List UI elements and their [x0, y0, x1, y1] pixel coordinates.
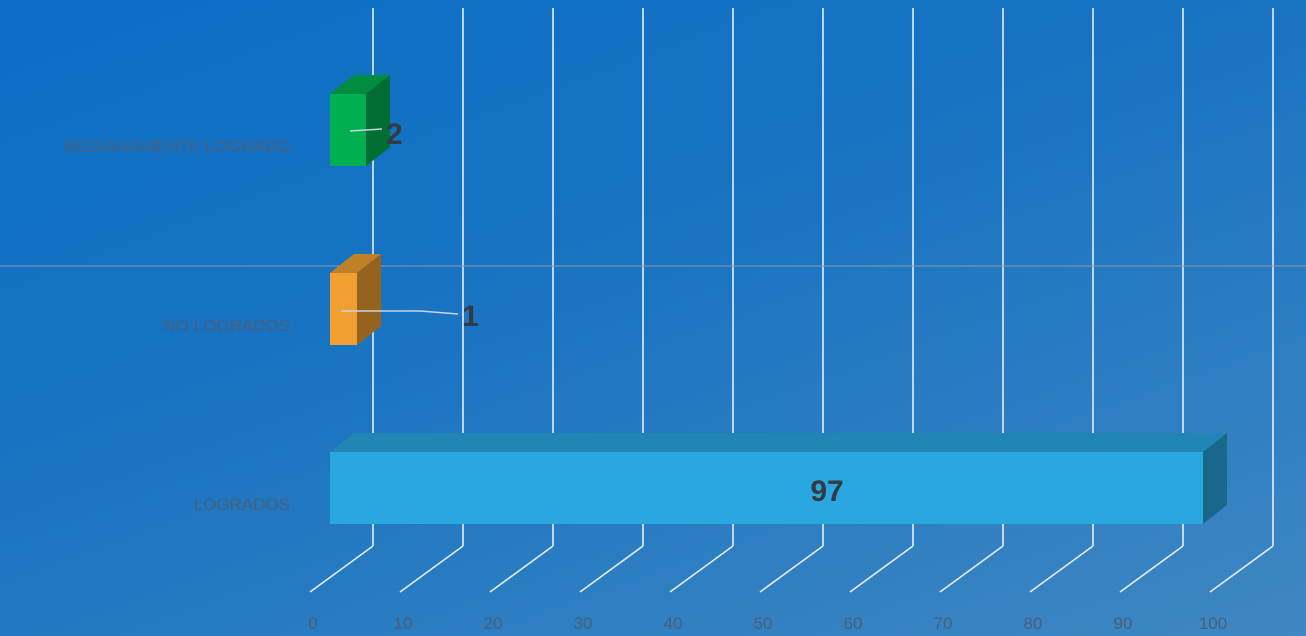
bar-top-face — [330, 75, 390, 94]
floor-gridline — [309, 545, 374, 593]
floor-gridline — [939, 545, 1004, 593]
x-tick-label: 20 — [484, 614, 503, 633]
floor-gridline — [759, 545, 824, 593]
bar — [330, 254, 381, 345]
bar-front-face — [330, 452, 1203, 524]
category-label: MEDIANAMENTE LOGRADO — [63, 137, 290, 156]
x-tick-label: 10 — [394, 614, 413, 633]
bars — [330, 75, 1227, 524]
x-tick-label: 70 — [934, 614, 953, 633]
data-label: 1 — [462, 300, 479, 333]
x-tick-label: 60 — [844, 614, 863, 633]
leader-line — [341, 310, 459, 315]
floor-gridline — [1029, 545, 1094, 593]
floor-gridline — [489, 545, 554, 593]
bar-top-face — [330, 254, 381, 273]
leader-line — [349, 128, 383, 132]
x-tick-label: 0 — [308, 614, 317, 633]
bar — [330, 75, 390, 166]
x-tick-label: 80 — [1024, 614, 1043, 633]
bar-side-face — [366, 75, 390, 166]
x-tick-label: 90 — [1114, 614, 1133, 633]
category-label: LOGRADOS — [194, 495, 290, 514]
x-tick-label: 50 — [754, 614, 773, 633]
data-label: 2 — [386, 118, 403, 151]
bar-side-face — [357, 254, 381, 345]
floor-gridline — [1119, 545, 1184, 593]
bar — [330, 433, 1227, 524]
floor-gridline — [669, 545, 734, 593]
bar-side-face — [1203, 433, 1227, 524]
category-label: NO LOGRADOS — [163, 316, 290, 335]
floor-gridline — [1209, 545, 1274, 593]
floor-gridline — [579, 545, 644, 593]
data-label: 97 — [810, 475, 843, 508]
bar-front-face — [330, 273, 357, 345]
x-tick-label: 100 — [1199, 614, 1227, 633]
floor-gridline — [849, 545, 914, 593]
bar-top-face — [330, 433, 1227, 452]
x-tick-label: 30 — [574, 614, 593, 633]
x-tick-label: 40 — [664, 614, 683, 633]
labels: 0 10 20 30 40 50 60 70 80 90 100 MEDIANAMENTE LOGRA… — [63, 118, 1227, 633]
floor-gridline — [399, 545, 464, 593]
